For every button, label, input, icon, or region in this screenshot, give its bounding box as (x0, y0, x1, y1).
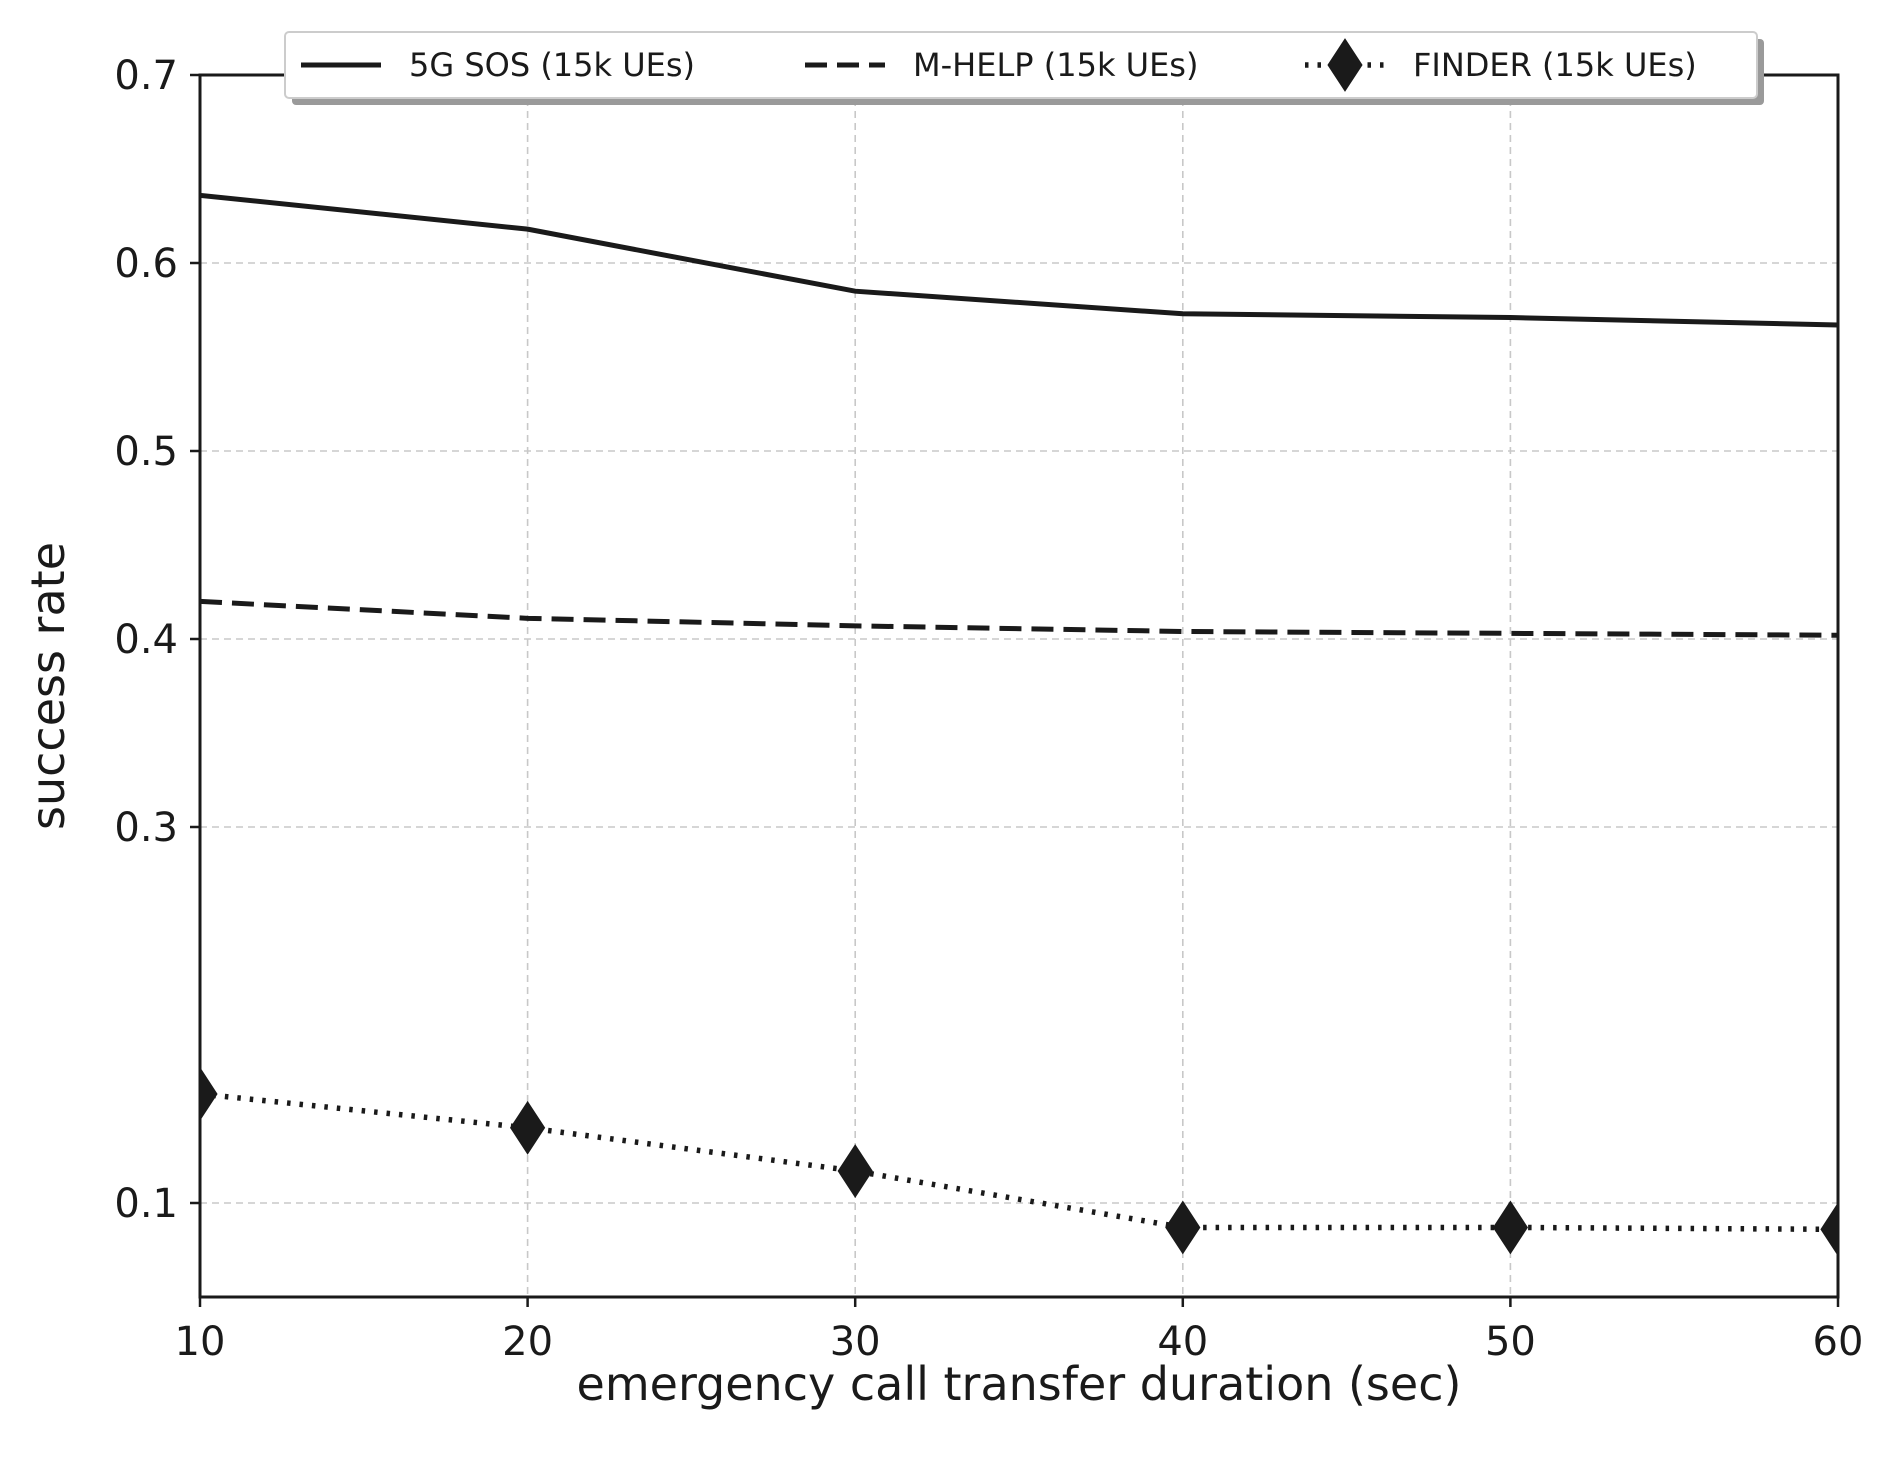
y-tick-label: 0.6 (114, 241, 178, 287)
data-point-finder (837, 1144, 873, 1198)
legend-entry-m-help: M-HELP (15k UEs) (805, 46, 1198, 84)
axis-ticks: 10 20 30 40 50 60 0.1 0.3 0.4 0.5 0.6 0.7 (114, 53, 1863, 1365)
y-tick-label: 0.5 (114, 429, 178, 475)
legend-box (284, 31, 1758, 99)
legend-label-finder: FINDER (15k UEs) (1413, 46, 1697, 84)
data-point-finder (510, 1100, 546, 1155)
series-line-finder (200, 1091, 1838, 1233)
series-finder (200, 1067, 1838, 1257)
legend-marker-finder (1327, 38, 1363, 92)
x-tick-label: 60 (1813, 1319, 1864, 1365)
data-point-finder (1165, 1200, 1201, 1255)
x-axis-label: emergency call transfer duration (sec) (577, 1357, 1462, 1411)
data-point-finder (1492, 1200, 1528, 1255)
series-5g (200, 192, 1838, 328)
legend: 5G SOS (15k UEs) M-HELP (15k UEs) FINDER (… (284, 31, 1764, 105)
x-tick-label: 10 (175, 1319, 226, 1365)
legend-label-5g: 5G SOS (15k UEs) (409, 46, 695, 84)
x-tick-label: 40 (1157, 1319, 1208, 1365)
legend-label-m-help: M-HELP (15k UEs) (913, 46, 1198, 84)
legend-entry-finder: FINDER (15k UEs) (1305, 38, 1697, 92)
y-tick-label: 0.7 (114, 53, 178, 99)
y-tick-label: 0.1 (114, 1181, 178, 1227)
legend-entry-5g: 5G SOS (15k UEs) (301, 46, 695, 84)
series-line-5g (200, 192, 1838, 328)
y-axis-label: success rate (21, 542, 75, 830)
y-tick-label: 0.4 (114, 617, 178, 663)
x-tick-label: 50 (1485, 1319, 1536, 1365)
data-point-finder (1820, 1202, 1838, 1257)
x-tick-label: 20 (502, 1319, 553, 1365)
series-line-m-help (200, 598, 1838, 638)
x-tick-label: 30 (830, 1319, 881, 1365)
y-tick-label: 0.3 (114, 805, 178, 851)
series-m-help (200, 598, 1838, 638)
data-point-finder (200, 1067, 218, 1121)
data-series (200, 192, 1838, 1257)
